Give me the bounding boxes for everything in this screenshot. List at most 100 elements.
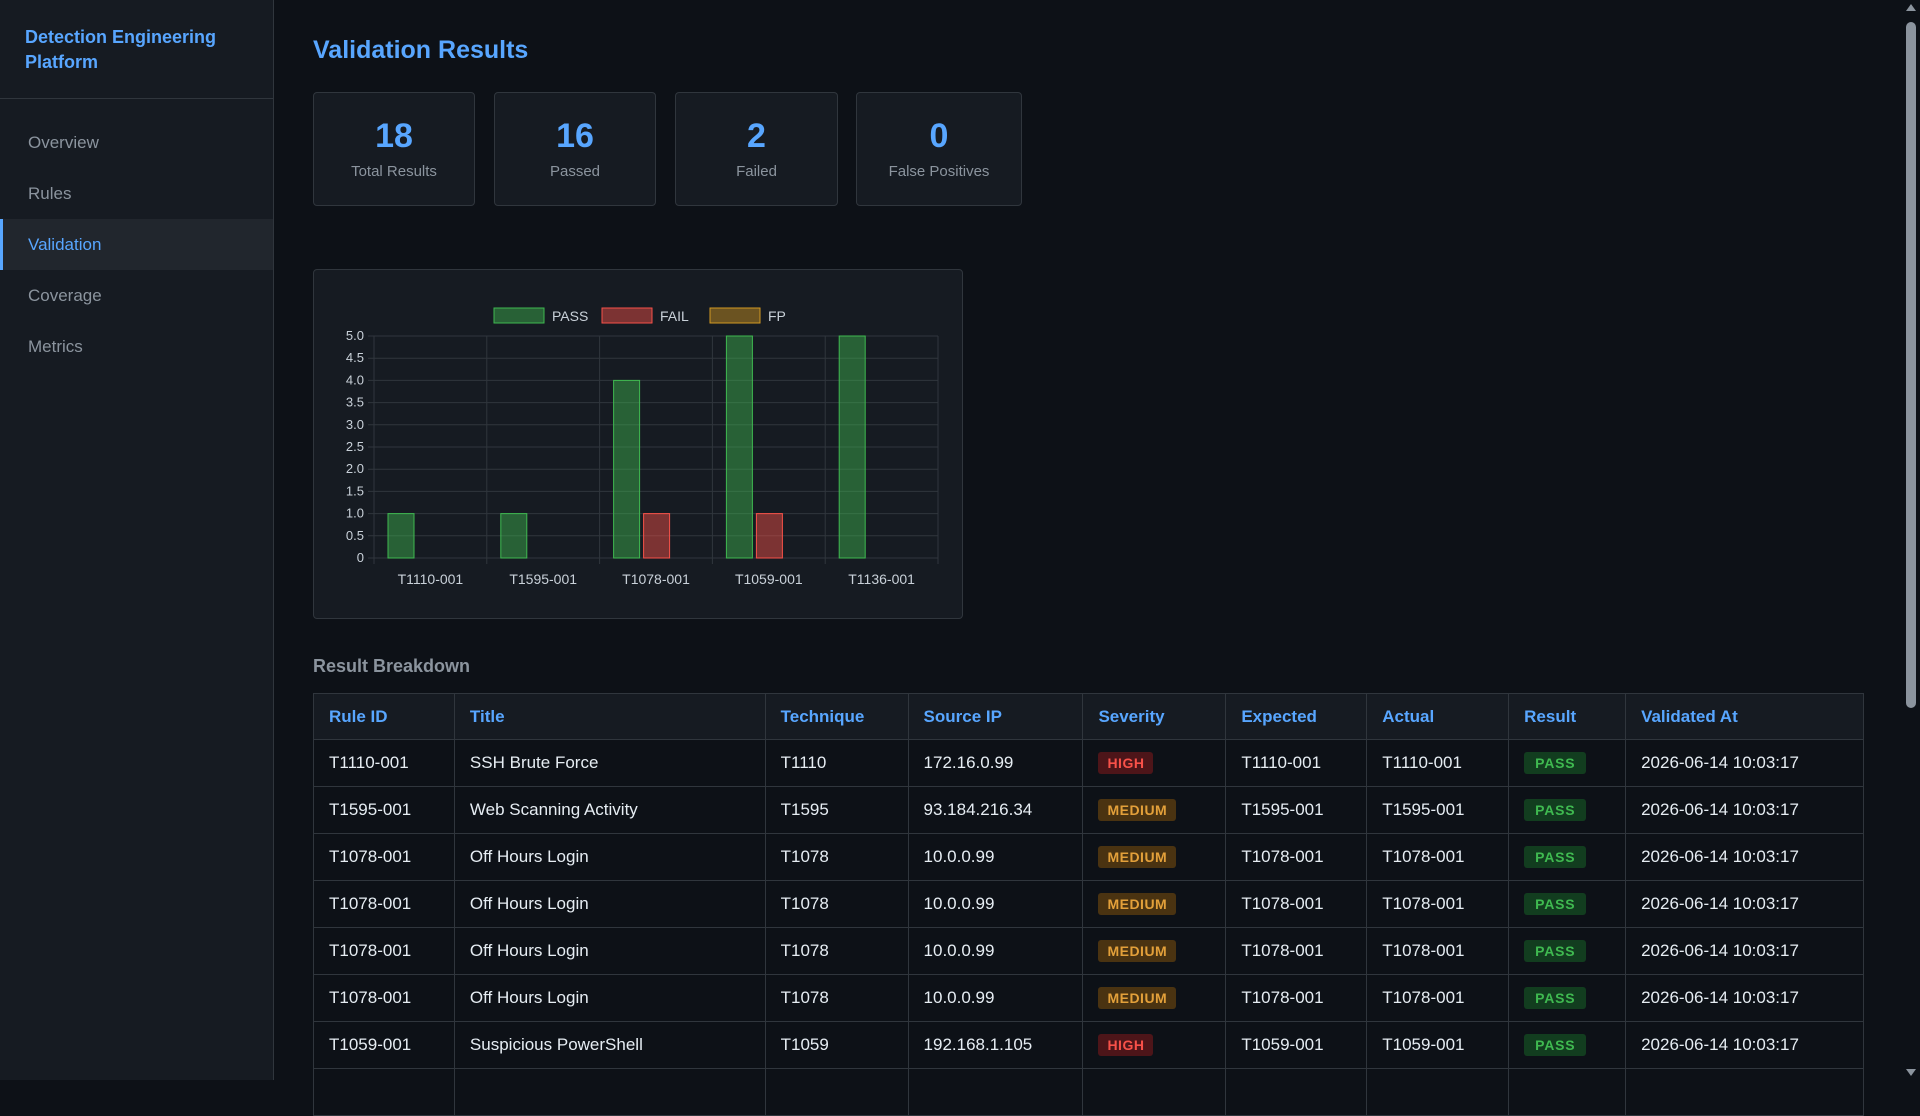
cell-actual: T1059-001: [1366, 1021, 1510, 1069]
result-badge: PASS: [1524, 846, 1587, 868]
y-tick-label: 4.5: [346, 350, 364, 365]
stat-value: 2: [747, 117, 766, 155]
scrollbar-thumb[interactable]: [1906, 22, 1916, 708]
cell-result: PASS: [1508, 833, 1627, 881]
sidebar-item-validation[interactable]: Validation: [0, 219, 273, 270]
cell-rule-id: T1078-001: [313, 974, 455, 1022]
column-header[interactable]: Result: [1508, 693, 1627, 740]
cell-validated-at: 2026-06-14 10:03:17: [1625, 833, 1864, 881]
scroll-down-arrow-icon[interactable]: [1906, 1069, 1916, 1076]
sidebar-item-coverage[interactable]: Coverage: [28, 286, 102, 305]
cell-actual: T1078-001: [1366, 880, 1510, 928]
bar-fail: [643, 513, 671, 559]
cell-actual: T1110-001: [1366, 739, 1510, 787]
cell-validated-at: 2026-06-14 10:03:17: [1625, 786, 1864, 834]
stat-card-total: 18 Total Results: [313, 92, 475, 206]
column-header[interactable]: Rule ID: [313, 693, 455, 740]
stat-label: Passed: [549, 163, 601, 180]
table-row[interactable]: [313, 1068, 1864, 1116]
bar-pass: [500, 513, 528, 559]
cell-result: PASS: [1508, 786, 1627, 834]
severity-badge: HIGH: [1098, 752, 1154, 774]
cell-technique: T1078: [764, 880, 909, 928]
table-row[interactable]: T1595-001 Web Scanning Activity T1595 93…: [313, 786, 1864, 834]
cell-result: PASS: [1508, 739, 1627, 787]
cell-validated-at: 2026-06-14 10:03:17: [1625, 974, 1864, 1022]
stat-value: 18: [375, 117, 413, 155]
y-tick-label: 0.5: [346, 528, 364, 543]
result-badge: PASS: [1524, 940, 1587, 962]
sidebar-item-metrics[interactable]: Metrics: [28, 337, 83, 356]
column-header[interactable]: Actual: [1366, 693, 1510, 740]
cell-result: PASS: [1508, 927, 1627, 975]
cell-title: Off Hours Login: [453, 974, 766, 1022]
bar-pass: [838, 335, 866, 559]
table-row[interactable]: T1078-001 Off Hours Login T1078 10.0.0.9…: [313, 833, 1864, 881]
column-header[interactable]: Expected: [1225, 693, 1368, 740]
y-tick-label: 2.0: [346, 461, 364, 476]
cell-severity: HIGH: [1082, 1021, 1227, 1069]
cell-actual: T1078-001: [1366, 974, 1510, 1022]
cell-expected: T1078-001: [1225, 927, 1368, 975]
sidebar-item-overview[interactable]: Overview: [28, 133, 99, 152]
page-scrollbar[interactable]: [1902, 0, 1920, 1080]
cell-technique: T1078: [764, 833, 909, 881]
cell-title: SSH Brute Force: [453, 739, 766, 787]
section-title: Result Breakdown: [313, 656, 471, 676]
severity-badge: MEDIUM: [1098, 846, 1177, 868]
result-badge: PASS: [1524, 752, 1587, 774]
column-header[interactable]: Validated At: [1625, 693, 1864, 740]
column-header[interactable]: Severity: [1082, 693, 1227, 740]
y-tick-label: 3.0: [346, 417, 364, 432]
cell-technique: T1078: [764, 927, 909, 975]
cell-severity: MEDIUM: [1082, 786, 1227, 834]
cell-severity: HIGH: [1082, 739, 1227, 787]
cell-rule-id: T1110-001: [313, 739, 455, 787]
cell-rule-id: T1078-001: [313, 880, 455, 928]
column-header[interactable]: Source IP: [907, 693, 1084, 740]
cell-actual: T1078-001: [1366, 833, 1510, 881]
cell-severity: MEDIUM: [1082, 927, 1227, 975]
cell-source-ip: 93.184.216.34: [907, 786, 1084, 834]
table-row[interactable]: T1078-001 Off Hours Login T1078 10.0.0.9…: [313, 880, 1864, 928]
result-badge: PASS: [1524, 1034, 1587, 1056]
cell-rule-id: T1059-001: [313, 1021, 455, 1069]
stat-label: False Positives: [888, 163, 990, 180]
cell-title: Suspicious PowerShell: [453, 1021, 766, 1069]
bar-pass: [387, 513, 415, 559]
cell-technique: T1078: [764, 974, 909, 1022]
x-tick-label: T1110-001: [398, 571, 464, 587]
x-tick-label: T1136-001: [848, 571, 915, 587]
cell-result: PASS: [1508, 974, 1627, 1022]
column-header[interactable]: Title: [453, 693, 766, 740]
cell-severity: MEDIUM: [1082, 880, 1227, 928]
cell-expected: T1078-001: [1225, 833, 1368, 881]
table-row[interactable]: T1078-001 Off Hours Login T1078 10.0.0.9…: [313, 927, 1864, 975]
scroll-up-arrow-icon[interactable]: [1906, 4, 1916, 11]
cell-validated-at: 2026-06-14 10:03:17: [1625, 739, 1864, 787]
y-tick-label: 3.5: [346, 395, 364, 410]
result-badge: PASS: [1524, 987, 1587, 1009]
cell-expected: T1595-001: [1225, 786, 1368, 834]
sidebar-item-rules[interactable]: Rules: [28, 184, 72, 203]
table-row[interactable]: T1059-001 Suspicious PowerShell T1059 19…: [313, 1021, 1864, 1069]
results-table: Rule ID Title Technique Source IP Severi…: [313, 693, 1864, 1116]
cell-expected: T1059-001: [1225, 1021, 1368, 1069]
cell-actual: T1078-001: [1366, 927, 1510, 975]
cell-expected: T1110-001: [1225, 739, 1368, 787]
cell-source-ip: 10.0.0.99: [907, 927, 1084, 975]
table-row[interactable]: T1078-001 Off Hours Login T1078 10.0.0.9…: [313, 974, 1864, 1022]
stat-value: 16: [556, 117, 594, 155]
table-row[interactable]: T1110-001 SSH Brute Force T1110 172.16.0…: [313, 739, 1864, 787]
column-header[interactable]: Technique: [764, 693, 909, 740]
stat-card-failed: 2 Failed: [675, 92, 838, 206]
legend-swatch-pass: [493, 307, 545, 324]
brand-title[interactable]: Detection Engineering Platform: [0, 0, 273, 99]
severity-badge: HIGH: [1098, 1034, 1154, 1056]
severity-badge: MEDIUM: [1098, 893, 1177, 915]
cell-rule-id: T1595-001: [313, 786, 455, 834]
cell-validated-at: 2026-06-14 10:03:17: [1625, 880, 1864, 928]
cell-actual: T1595-001: [1366, 786, 1510, 834]
stat-card-passed: 16 Passed: [494, 92, 656, 206]
x-tick-label: T1078-001: [622, 571, 690, 587]
